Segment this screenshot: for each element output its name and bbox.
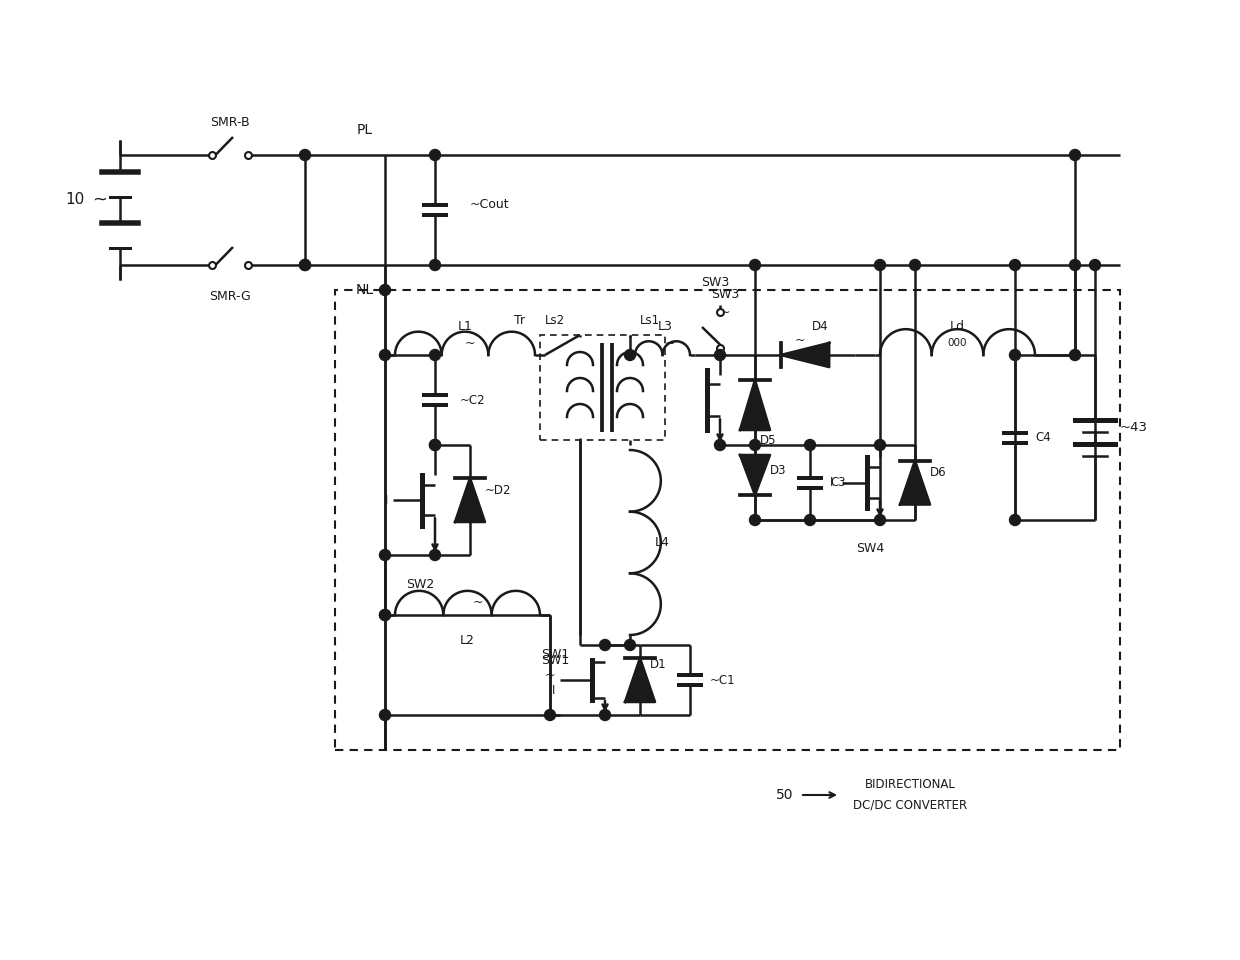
Circle shape bbox=[805, 515, 816, 525]
Circle shape bbox=[874, 440, 885, 450]
Text: Ld: Ld bbox=[950, 321, 965, 333]
Circle shape bbox=[714, 440, 725, 450]
Circle shape bbox=[1009, 259, 1021, 271]
Circle shape bbox=[429, 150, 440, 160]
Bar bbox=[335, 290, 1120, 750]
Circle shape bbox=[749, 259, 760, 271]
Text: Ls2: Ls2 bbox=[544, 314, 565, 326]
Text: NL: NL bbox=[356, 283, 374, 297]
Text: ~: ~ bbox=[544, 668, 556, 682]
Text: Ls1: Ls1 bbox=[640, 314, 660, 326]
Polygon shape bbox=[740, 455, 770, 495]
Circle shape bbox=[300, 259, 310, 271]
Text: SW1: SW1 bbox=[541, 649, 569, 661]
Circle shape bbox=[599, 639, 610, 651]
Circle shape bbox=[909, 259, 920, 271]
Circle shape bbox=[379, 610, 391, 620]
Text: ~C1: ~C1 bbox=[711, 674, 735, 686]
Text: C3: C3 bbox=[830, 476, 846, 489]
Circle shape bbox=[625, 349, 635, 361]
Text: ~: ~ bbox=[472, 595, 482, 609]
Circle shape bbox=[544, 709, 556, 721]
Text: DC/DC CONVERTER: DC/DC CONVERTER bbox=[853, 799, 967, 811]
Circle shape bbox=[379, 549, 391, 561]
Text: 50: 50 bbox=[776, 788, 794, 802]
Text: C4: C4 bbox=[1035, 431, 1050, 444]
Text: L3: L3 bbox=[657, 321, 672, 333]
Circle shape bbox=[749, 515, 760, 525]
Text: ~C2: ~C2 bbox=[460, 394, 486, 406]
Text: D3: D3 bbox=[770, 464, 786, 476]
Text: ~: ~ bbox=[719, 305, 730, 319]
Circle shape bbox=[805, 440, 816, 450]
Text: SW4: SW4 bbox=[856, 541, 884, 555]
Circle shape bbox=[429, 549, 440, 561]
Text: SW1: SW1 bbox=[541, 654, 569, 666]
Circle shape bbox=[1009, 515, 1021, 525]
Text: D5: D5 bbox=[760, 434, 776, 446]
Circle shape bbox=[599, 709, 610, 721]
Circle shape bbox=[429, 440, 440, 450]
Text: I: I bbox=[830, 476, 833, 489]
Bar bbox=[539, 335, 665, 440]
Text: I: I bbox=[552, 684, 556, 697]
Circle shape bbox=[1090, 259, 1101, 271]
Text: L4: L4 bbox=[655, 536, 670, 549]
Circle shape bbox=[1069, 259, 1080, 271]
Circle shape bbox=[300, 259, 310, 271]
Circle shape bbox=[379, 349, 391, 361]
Circle shape bbox=[749, 440, 760, 450]
Text: Tr: Tr bbox=[515, 314, 525, 326]
Text: I: I bbox=[384, 493, 388, 507]
Circle shape bbox=[300, 150, 310, 160]
Text: 10: 10 bbox=[66, 193, 86, 207]
Circle shape bbox=[874, 259, 885, 271]
Text: ~: ~ bbox=[93, 191, 108, 209]
Text: PL: PL bbox=[357, 123, 373, 137]
Polygon shape bbox=[740, 380, 770, 430]
Circle shape bbox=[714, 349, 725, 361]
Polygon shape bbox=[625, 658, 655, 702]
Text: SW2: SW2 bbox=[405, 579, 434, 591]
Circle shape bbox=[379, 284, 391, 296]
Text: SW3: SW3 bbox=[701, 276, 729, 290]
Polygon shape bbox=[781, 343, 830, 367]
Circle shape bbox=[379, 709, 391, 721]
Circle shape bbox=[379, 610, 391, 620]
Text: SW3: SW3 bbox=[711, 289, 739, 301]
Text: SMR-B: SMR-B bbox=[211, 116, 249, 130]
Circle shape bbox=[429, 349, 440, 361]
Polygon shape bbox=[900, 461, 930, 505]
Text: SMR-G: SMR-G bbox=[210, 291, 250, 303]
Text: ~: ~ bbox=[795, 333, 805, 347]
Text: BIDIRECTIONAL: BIDIRECTIONAL bbox=[864, 779, 956, 791]
Circle shape bbox=[1069, 349, 1080, 361]
Text: ~D2: ~D2 bbox=[485, 484, 511, 496]
Text: D6: D6 bbox=[930, 466, 946, 479]
Text: D1: D1 bbox=[650, 659, 667, 671]
Text: L2: L2 bbox=[460, 634, 475, 646]
Text: 000: 000 bbox=[947, 338, 967, 348]
Circle shape bbox=[429, 259, 440, 271]
Text: L1: L1 bbox=[458, 321, 472, 333]
Circle shape bbox=[874, 515, 885, 525]
Circle shape bbox=[429, 440, 440, 450]
Polygon shape bbox=[455, 478, 485, 522]
Text: ~: ~ bbox=[465, 337, 475, 349]
Circle shape bbox=[1069, 150, 1080, 160]
Text: ~43: ~43 bbox=[1120, 421, 1148, 434]
Text: ~Cout: ~Cout bbox=[470, 199, 510, 211]
Text: D4: D4 bbox=[812, 321, 828, 333]
Circle shape bbox=[625, 639, 635, 651]
Text: ~: ~ bbox=[665, 337, 676, 349]
Circle shape bbox=[1009, 349, 1021, 361]
